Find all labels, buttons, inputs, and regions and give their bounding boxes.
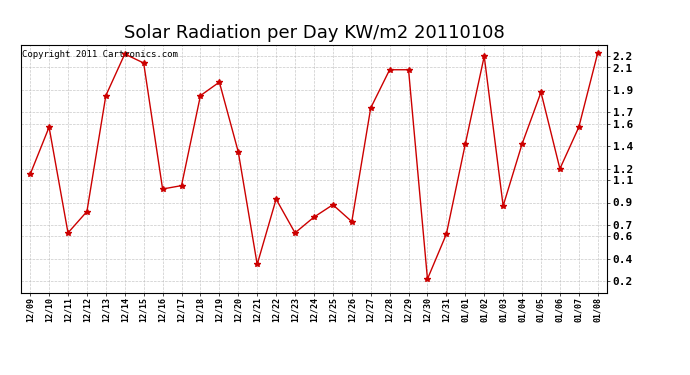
Title: Solar Radiation per Day KW/m2 20110108: Solar Radiation per Day KW/m2 20110108 — [124, 24, 504, 42]
Text: Copyright 2011 Cartronics.com: Copyright 2011 Cartronics.com — [22, 50, 178, 59]
